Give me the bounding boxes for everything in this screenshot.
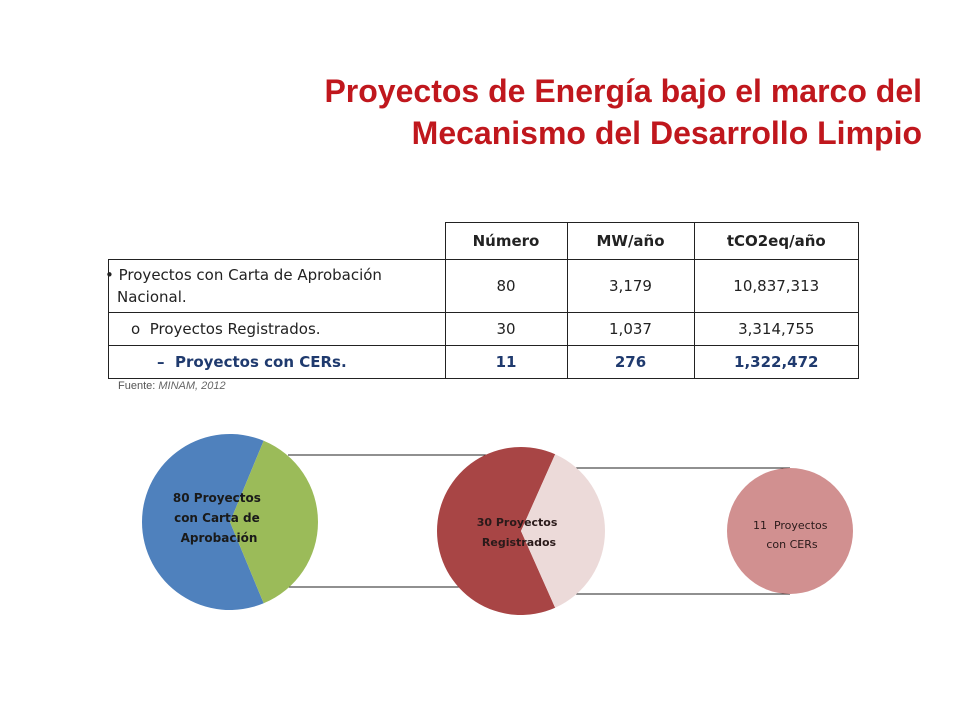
row-label-text: Proyectos con Carta de Aprobación Nacion… (117, 266, 382, 306)
pie-2-main (437, 447, 556, 615)
pie-2-label-line-2: Registrados (482, 536, 557, 549)
pie-3 (727, 468, 853, 594)
cell-mw: 1,037 (566, 312, 695, 346)
cell-tco2: 10,837,313 (693, 259, 859, 313)
page-title: Proyectos de Energía bajo el marco del M… (162, 70, 922, 154)
source-label: Fuente: (118, 380, 156, 392)
row-label-aprobacion: • Proyectos con Carta de Aprobación Naci… (105, 259, 446, 313)
table-row: – Proyectos con CERs. 11 276 1,322,472 (108, 345, 859, 379)
pie-1-label-line-2: con Carta de (174, 511, 260, 525)
row-label-cers: – Proyectos con CERs. (108, 345, 446, 379)
pie-1-label-line-1: 80 Proyectos (173, 491, 261, 505)
row-label-text: Proyectos Registrados. (149, 320, 321, 338)
source-value: MINAM, 2012 (158, 380, 226, 392)
table-row: o Proyectos Registrados. 30 1,037 3,314,… (108, 312, 859, 346)
cell-numero: 30 (444, 312, 568, 346)
table-header-tco2: tCO2eq/año (693, 222, 859, 260)
bullet-dot: • (105, 266, 114, 284)
table-header-row: Número MW/año tCO2eq/año (108, 222, 859, 260)
pie-3-label-line-2: con CERs (766, 538, 818, 551)
bullet-circle: o (131, 320, 141, 338)
title-line-1: Proyectos de Energía bajo el marco del (324, 73, 922, 109)
title-line-2: Mecanismo del Desarrollo Limpio (411, 115, 922, 151)
row-label-registrados: o Proyectos Registrados. (108, 312, 446, 346)
source-note: Fuente: MINAM, 2012 (118, 380, 226, 392)
table-row: • Proyectos con Carta de Aprobación Naci… (105, 259, 859, 313)
table-header-numero: Número (444, 222, 568, 260)
cell-mw: 3,179 (566, 259, 695, 313)
projects-table: Número MW/año tCO2eq/año • Proyectos con… (105, 222, 859, 379)
pie-1-main (141, 434, 264, 611)
pie-3-label-line-1: 11 Proyectos (753, 519, 828, 532)
pie-2-label: 30 Proyectos Registrados (477, 516, 562, 549)
row-label-text: Proyectos con CERs. (174, 353, 347, 371)
cell-numero: 80 (444, 259, 568, 313)
cell-tco2: 3,314,755 (693, 312, 859, 346)
pie-1-label: 80 Proyectos con Carta de Aprobación (173, 491, 265, 545)
cell-tco2: 1,322,472 (693, 345, 859, 379)
bullet-dash: – (157, 353, 165, 371)
cell-mw: 276 (566, 345, 695, 379)
pie-2-label-line-1: 30 Proyectos (477, 516, 558, 529)
pie-1-slice (230, 440, 318, 604)
pie-2-slice (521, 454, 605, 608)
cell-numero: 11 (444, 345, 568, 379)
pie-1-label-line-3: Aprobación (181, 531, 258, 545)
pie-3-label: 11 Proyectos con CERs (753, 519, 831, 551)
